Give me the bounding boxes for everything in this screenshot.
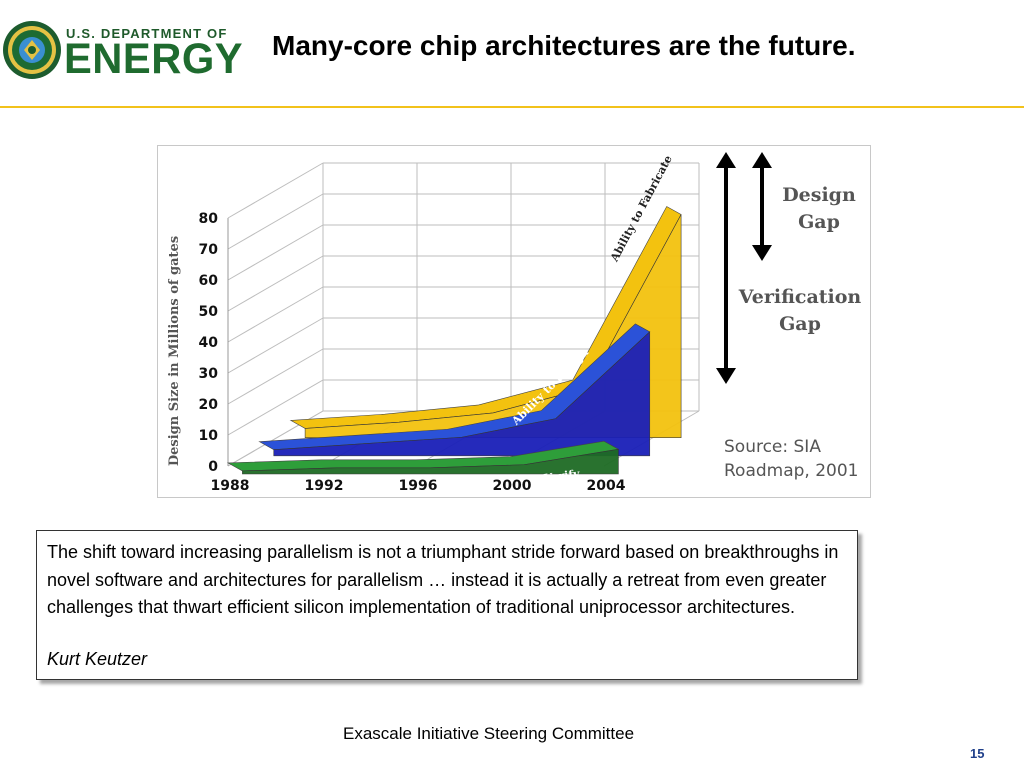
quote-box: The shift toward increasing parallelism …	[36, 530, 858, 680]
y-tick-label: 0	[208, 459, 218, 475]
x-tick-label: 2000	[493, 478, 532, 494]
gap-arrows	[716, 152, 772, 384]
design-gap-label-line2: Gap	[798, 211, 840, 233]
verification-gap-arrow	[716, 152, 736, 384]
y-tick-label: 40	[199, 335, 219, 351]
verification-gap-label-line1: Verification	[738, 286, 862, 308]
design-gap-label-line1: Design	[782, 184, 856, 206]
design-gap-chart: Ability to Fabricate Ability to Design Abi…	[157, 145, 871, 498]
chart-ticks: 0 10 20 30 40 50 60 70 80 1988 1992 1996 2000 2004	[199, 211, 626, 494]
quote-author: Kurt Keutzer	[47, 649, 148, 669]
y-tick-label: 20	[199, 397, 219, 413]
org-name: ENERGY	[64, 35, 244, 83]
verification-gap-arrow-head-down	[716, 368, 736, 384]
doe-seal-logo	[3, 21, 61, 79]
design-gap-arrow	[752, 152, 772, 261]
series-face	[242, 448, 619, 475]
slide-title: Many-core chip architectures are the fut…	[272, 30, 856, 61]
org-subtitle: U.S. DEPARTMENT OF	[66, 26, 228, 41]
verification-gap-label-line2: Gap	[779, 313, 821, 335]
design-gap-arrow-head-up	[752, 152, 772, 168]
footer-text: Exascale Initiative Steering Committee	[343, 724, 635, 743]
x-tick-label: 1988	[211, 478, 250, 494]
page-number: 15	[970, 746, 985, 761]
x-tick-label: 1996	[399, 478, 438, 494]
slide-header: U.S. DEPARTMENT OF ENERGY Many-core chip…	[0, 0, 1024, 108]
quote-text: The shift toward increasing parallelism …	[47, 542, 839, 617]
y-tick-label: 30	[199, 366, 219, 382]
x-tick-label: 1992	[305, 478, 344, 494]
y-tick-label: 10	[199, 428, 219, 444]
design-gap-arrow-head-down	[752, 245, 772, 261]
y-tick-label: 60	[199, 273, 219, 289]
source-line-2: Roadmap, 2001	[724, 461, 859, 481]
verification-gap-arrow-head-up	[716, 152, 736, 168]
series-face	[273, 331, 651, 457]
y-tick-label: 80	[199, 211, 219, 227]
y-tick-label: 70	[199, 242, 219, 258]
y-axis-label: Design Size in Millions of gates	[167, 236, 182, 466]
y-tick-label: 50	[199, 304, 219, 320]
x-tick-label: 2004	[587, 478, 626, 494]
source-line-1: Source: SIA	[724, 437, 821, 457]
header-divider	[0, 106, 1024, 108]
